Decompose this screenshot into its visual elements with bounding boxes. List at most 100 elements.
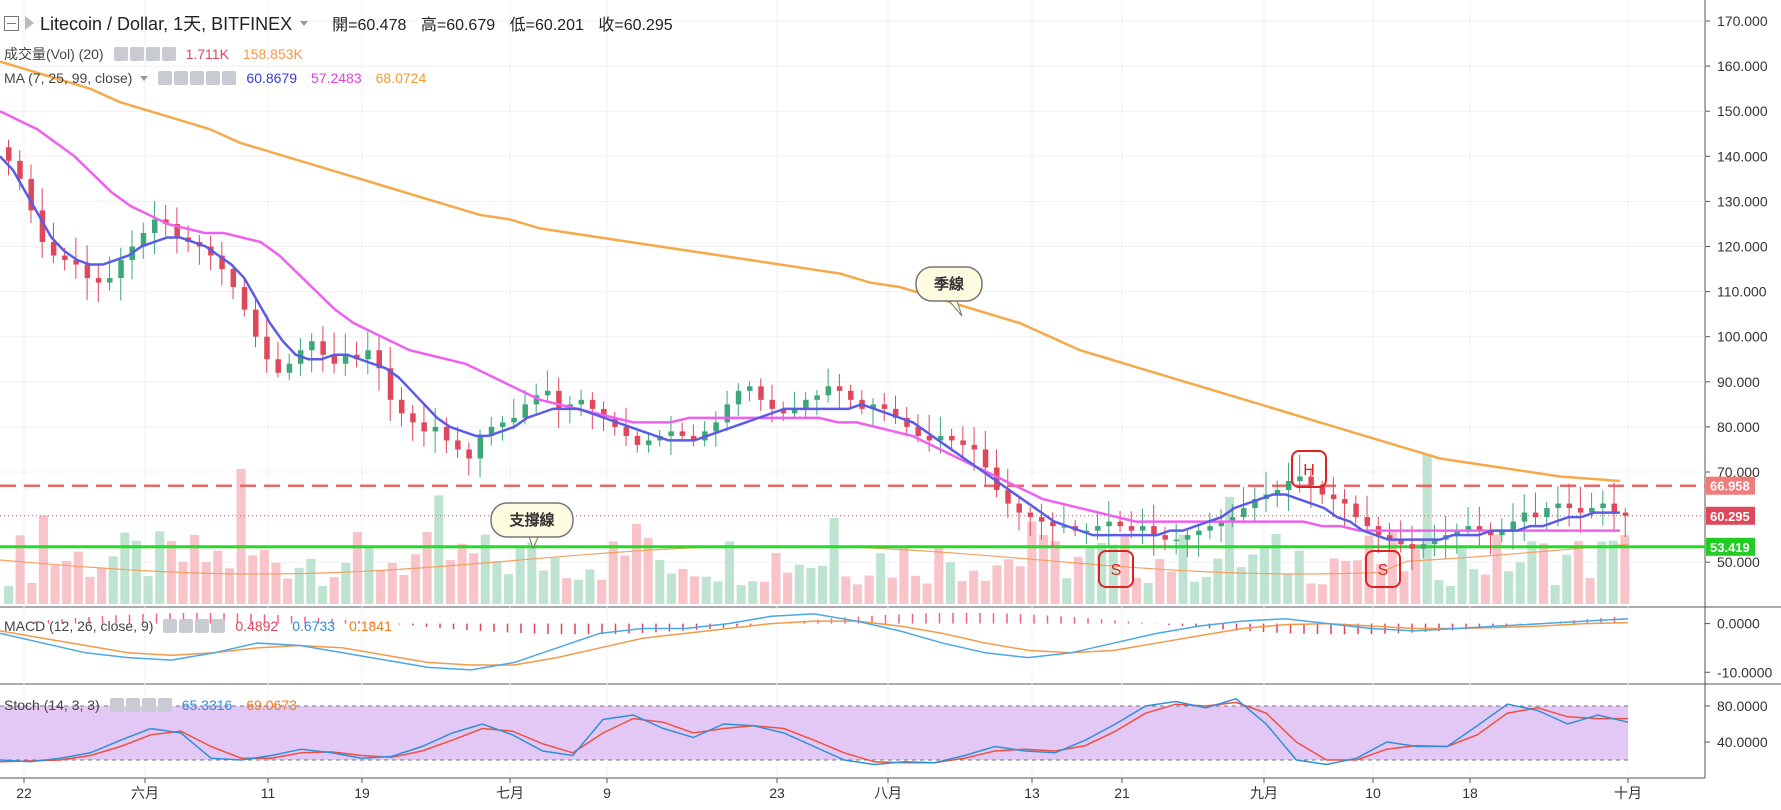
close-icon[interactable] <box>161 47 176 61</box>
candle-body <box>1521 512 1528 522</box>
chevron-down-icon[interactable] <box>140 75 149 81</box>
stoch-tick-label: 80.0000 <box>1717 698 1768 714</box>
price-tick-label: 80.000 <box>1717 419 1760 435</box>
chevron-down-icon[interactable] <box>300 20 309 26</box>
volume-bar <box>538 570 548 604</box>
macd-legend-name[interactable]: MACD (12, 26, close, 9) <box>4 618 154 634</box>
macd-signal-value: 0.1841 <box>349 618 392 634</box>
eye-icon[interactable] <box>109 698 124 712</box>
volume-bar <box>655 559 665 604</box>
candle-body <box>769 399 775 409</box>
time-tick-label: 十月 <box>1614 785 1642 801</box>
volume-bar <box>911 575 921 604</box>
close-icon[interactable] <box>222 71 237 85</box>
plus-icon[interactable] <box>145 47 160 61</box>
left-shoulder-marker: S <box>1098 550 1134 588</box>
eye-icon[interactable] <box>158 71 173 85</box>
macd-legend[interactable]: MACD (12, 26, close, 9) 0.4892 0.6733 0.… <box>4 618 400 634</box>
volume-bar <box>1050 541 1060 604</box>
gear-icon[interactable] <box>125 698 140 712</box>
gear-icon[interactable] <box>174 71 189 85</box>
gear-icon[interactable] <box>129 47 144 61</box>
head-marker-text: H <box>1303 462 1315 479</box>
candle-body <box>6 147 12 161</box>
volume-bar <box>724 541 735 604</box>
stoch-legend[interactable]: Stoch (14, 3, 3) 65.3316 69.0673 <box>4 697 305 713</box>
volume-legend-name[interactable]: 成交量(Vol) (20) <box>4 46 104 62</box>
candle-body <box>421 422 427 432</box>
candle-body <box>1330 494 1337 500</box>
candle-body <box>1342 499 1348 504</box>
volume-bar <box>131 540 141 604</box>
candle-body <box>309 341 315 351</box>
volume-bar <box>317 585 328 604</box>
candle-body <box>264 336 270 360</box>
candle-body <box>50 241 57 256</box>
volume-bar <box>469 553 479 604</box>
symbol-title[interactable]: Litecoin / Dollar, 1天, BITFINEX <box>40 14 293 34</box>
volume-bar <box>1527 541 1537 604</box>
plus-icon[interactable] <box>195 619 210 633</box>
volume-bar <box>201 562 211 604</box>
time-tick-label: 九月 <box>1250 785 1278 801</box>
volume-bar <box>4 586 14 604</box>
collapse-icon[interactable] <box>4 15 19 31</box>
volume-bar <box>794 564 804 604</box>
volume-bar <box>434 495 444 604</box>
gear-icon[interactable] <box>179 619 194 633</box>
flag-icon[interactable] <box>25 16 34 30</box>
candle-body <box>1386 535 1393 540</box>
last-price-tag: 60.295 <box>1710 509 1750 524</box>
volume-bar <box>1120 534 1130 604</box>
volume-bar <box>1097 543 1107 604</box>
candle-body <box>1173 539 1180 542</box>
plus-icon[interactable] <box>141 698 156 712</box>
volume-bar <box>213 550 223 604</box>
candle-body <box>544 390 551 396</box>
eye-icon[interactable] <box>163 619 178 633</box>
candle-body <box>645 440 652 445</box>
stoch-band <box>0 706 1628 760</box>
volume-bar <box>1178 534 1188 604</box>
candle-body <box>915 426 921 436</box>
volume-bar <box>631 523 642 604</box>
plus-icon[interactable] <box>206 71 221 85</box>
volume-bar <box>1341 560 1351 604</box>
stoch-tick-label: 40.0000 <box>1717 734 1768 750</box>
volume-bar <box>329 577 339 604</box>
time-tick-label: 10 <box>1365 785 1381 801</box>
candle-body <box>1622 512 1629 516</box>
volume-bar <box>1469 569 1479 604</box>
source-icon[interactable] <box>190 71 205 85</box>
candle-body <box>1184 535 1191 540</box>
candle-body <box>803 399 809 409</box>
volume-bar <box>1306 583 1316 604</box>
close-icon[interactable] <box>157 698 172 712</box>
candle-body <box>1241 508 1247 518</box>
time-tick-label: 13 <box>1024 785 1040 801</box>
candle-body <box>994 467 1000 491</box>
ma-legend[interactable]: MA (7, 25, 99, close) 60.8679 57.2483 68… <box>4 70 434 86</box>
volume-bar <box>1585 578 1595 604</box>
close-icon[interactable] <box>211 619 226 633</box>
candle-body <box>1151 526 1157 536</box>
quarter-line-callout-box <box>915 266 983 302</box>
candle-body <box>1319 485 1326 495</box>
volume-bar <box>1434 580 1444 604</box>
eye-icon[interactable] <box>113 47 128 61</box>
volume-bar <box>73 551 83 604</box>
volume-bar <box>1597 541 1607 604</box>
time-tick-label: 18 <box>1462 785 1478 801</box>
ma-legend-name[interactable]: MA (7, 25, 99, close) <box>4 70 133 86</box>
volume-legend[interactable]: 成交量(Vol) (20) 1.711K 158.853K <box>4 44 311 64</box>
volume-bar <box>620 555 630 604</box>
stoch-legend-name[interactable]: Stoch (14, 3, 3) <box>4 697 100 713</box>
candle-body <box>1274 490 1281 495</box>
ma25-value: 57.2483 <box>311 70 362 86</box>
price-tick-label: 140.000 <box>1717 148 1768 164</box>
candle-body <box>1050 521 1056 527</box>
right-shoulder-marker-box <box>1365 550 1401 588</box>
candle-body <box>331 354 338 364</box>
